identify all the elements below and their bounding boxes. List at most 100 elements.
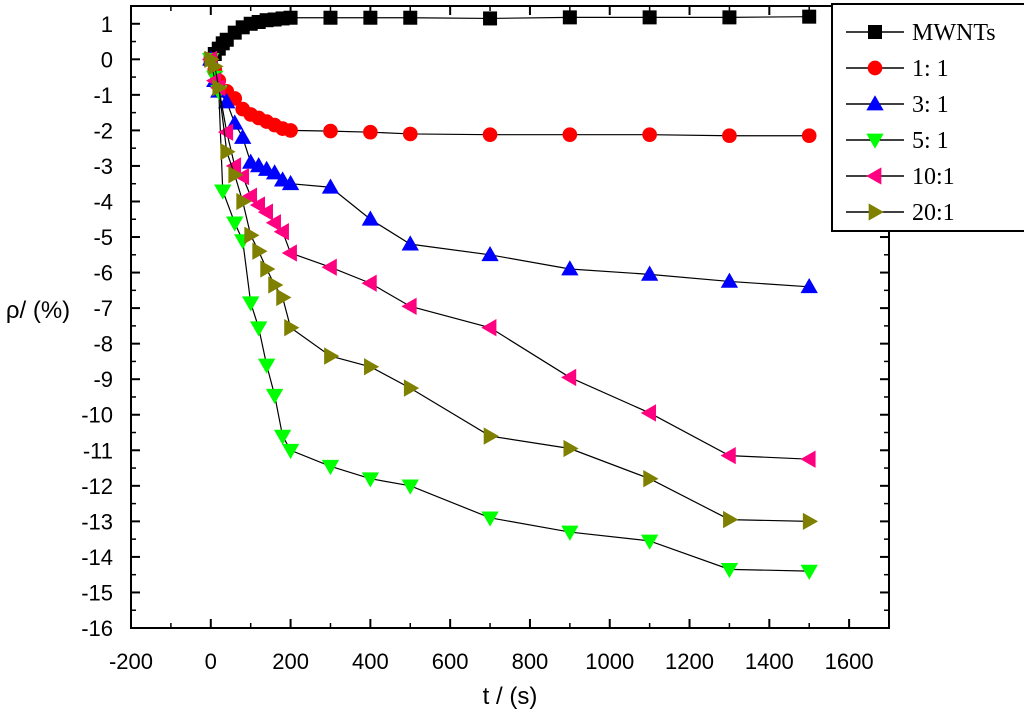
data-point: [481, 245, 499, 262]
data-point: [483, 11, 498, 26]
y-tick-label: -16: [81, 616, 113, 641]
data-point: [802, 512, 819, 531]
data-point: [720, 272, 739, 288]
data-point: [257, 358, 276, 374]
data-point: [483, 427, 499, 445]
data-point: [234, 128, 252, 144]
data-point: [273, 429, 292, 445]
data-point: [482, 127, 498, 142]
series-2: [203, 51, 817, 144]
data-point: [281, 443, 300, 460]
data-point: [236, 192, 252, 211]
y-axis-title: ρ/ (%): [6, 297, 70, 324]
x-tick-label: 800: [512, 649, 549, 674]
data-point: [361, 472, 380, 488]
y-tick-label: -5: [93, 225, 113, 250]
series-line: [210, 16, 810, 60]
data-point: [220, 143, 236, 161]
data-point: [364, 358, 380, 376]
data-point: [226, 216, 244, 232]
legend-entry: 5: 1: [846, 128, 949, 154]
legend-marker: [867, 60, 883, 76]
data-point: [481, 319, 497, 337]
y-tick-label: -15: [81, 580, 113, 605]
data-point: [321, 258, 337, 276]
data-point: [283, 123, 298, 138]
legend-label: 5: 1: [912, 128, 949, 154]
data-point: [640, 404, 656, 422]
data-point: [361, 210, 380, 226]
x-tick-label: -200: [109, 649, 153, 674]
y-tick-label: -13: [81, 509, 113, 534]
y-tick-label: -12: [81, 474, 113, 499]
legend-frame: [831, 3, 1024, 232]
x-tick-label: 1200: [665, 649, 714, 674]
axis-ticks: -200 0 200 400 600 800 1000 1200 1400 1600 1 0 -1 -2 -…: [81, 6, 889, 674]
x-tick-label: 1600: [825, 649, 874, 674]
data-point: [561, 525, 579, 541]
data-point: [640, 265, 659, 281]
data-point: [363, 124, 378, 140]
data-point: [284, 319, 300, 337]
y-tick-label: -11: [83, 438, 113, 463]
legend-marker: [866, 95, 884, 111]
data-point: [244, 226, 260, 244]
data-point: [802, 9, 817, 24]
legend-label: 20:1: [912, 200, 955, 226]
y-tick-label: 1: [101, 12, 113, 37]
data-point: [265, 164, 284, 180]
x-tick-label: 1000: [585, 649, 634, 674]
data-point: [249, 196, 266, 214]
legend-marker: [866, 167, 882, 185]
data-point: [720, 563, 739, 579]
legend-label: 10:1: [912, 164, 955, 190]
data-point: [228, 166, 244, 184]
series-1: [203, 9, 817, 67]
data-point: [401, 479, 419, 495]
data-point: [800, 277, 818, 294]
data-point: [321, 459, 340, 476]
data-point: [481, 511, 499, 527]
data-point: [217, 123, 234, 141]
y-tick-label: -7: [93, 296, 113, 321]
data-point: [800, 564, 818, 580]
legend-entry: 1: 1: [846, 56, 949, 82]
y-tick-label: -6: [93, 261, 113, 286]
series-5: [201, 50, 816, 468]
y-tick-label: -3: [93, 154, 113, 179]
legend-entry: MWNTs: [846, 20, 996, 46]
x-tick-label: 600: [432, 649, 469, 674]
data-point: [250, 321, 268, 337]
x-tick-label: 200: [272, 649, 309, 674]
data-point: [214, 184, 232, 200]
series-layer: [201, 9, 819, 580]
data-point: [643, 470, 659, 488]
data-point: [401, 297, 417, 315]
data-point: [403, 379, 420, 397]
data-point: [402, 126, 418, 142]
data-point: [260, 260, 276, 278]
data-point: [361, 274, 377, 292]
legend: MWNTs 1: 1 3: 1 5: 1 10:1 20:1: [831, 3, 1024, 232]
data-point: [403, 10, 418, 25]
x-tick-label: 400: [352, 649, 389, 674]
data-point: [281, 244, 297, 262]
y-tick-label: -14: [81, 545, 113, 570]
data-point: [252, 242, 268, 260]
y-tick-label: -8: [93, 332, 113, 357]
data-point: [212, 79, 228, 97]
legend-label: MWNTs: [912, 20, 996, 46]
data-point: [218, 93, 236, 109]
data-point: [642, 127, 657, 142]
series-line: [210, 59, 810, 288]
data-point: [321, 178, 340, 194]
series-line: [210, 59, 810, 460]
data-point: [276, 288, 292, 307]
data-point: [273, 223, 289, 241]
data-point: [720, 446, 736, 465]
legend-marker: [866, 133, 884, 149]
data-point: [561, 368, 577, 387]
data-point: [281, 174, 300, 191]
data-point: [401, 235, 419, 251]
